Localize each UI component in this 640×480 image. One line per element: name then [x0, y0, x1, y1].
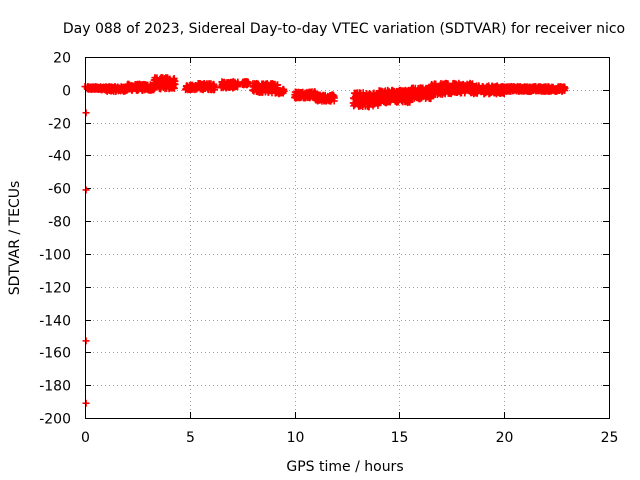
- y-tick-label: -40: [48, 149, 71, 165]
- y-tick-label: 20: [53, 51, 71, 67]
- x-axis-label: GPS time / hours: [286, 459, 403, 475]
- data-point: [211, 84, 219, 92]
- x-tick-label: 15: [391, 430, 409, 446]
- y-tick-label: -80: [48, 215, 71, 231]
- outlier-point: [82, 399, 90, 407]
- axis-ticks: 0 5 10 15 20 25-200-180-160-140-120-100-80-60…: [39, 51, 618, 447]
- y-tick-label: -60: [48, 182, 71, 198]
- grid: [85, 57, 609, 418]
- y-axis-label: SDTVAR / TECUs: [7, 181, 23, 296]
- outlier-point: [82, 337, 90, 345]
- y-tick-label: 0: [62, 84, 71, 100]
- chart-title: Day 088 of 2023, Sidereal Day-to-day VTE…: [63, 21, 625, 37]
- plot-frame: [85, 57, 610, 419]
- x-tick-label: 25: [601, 430, 619, 446]
- x-tick-label: 10: [287, 430, 305, 446]
- x-tick-label: 20: [496, 430, 514, 446]
- y-tick-label: -20: [48, 117, 71, 133]
- data-points: [81, 74, 569, 407]
- outlier-point: [82, 186, 90, 194]
- data-point: [561, 84, 569, 92]
- data-point: [171, 80, 179, 88]
- y-tick-label: -160: [39, 346, 71, 362]
- y-tick-label: -100: [39, 248, 71, 264]
- x-tick-label: 5: [186, 430, 195, 446]
- data-point: [280, 87, 288, 95]
- x-tick-label: 0: [81, 430, 90, 446]
- y-tick-label: -200: [39, 412, 71, 428]
- data-point: [330, 94, 338, 102]
- outlier-point: [82, 109, 90, 117]
- y-tick-label: -140: [39, 314, 71, 330]
- y-tick-label: -120: [39, 281, 71, 297]
- data-point: [365, 103, 373, 111]
- data-point: [274, 81, 282, 89]
- y-tick-label: -180: [39, 379, 71, 395]
